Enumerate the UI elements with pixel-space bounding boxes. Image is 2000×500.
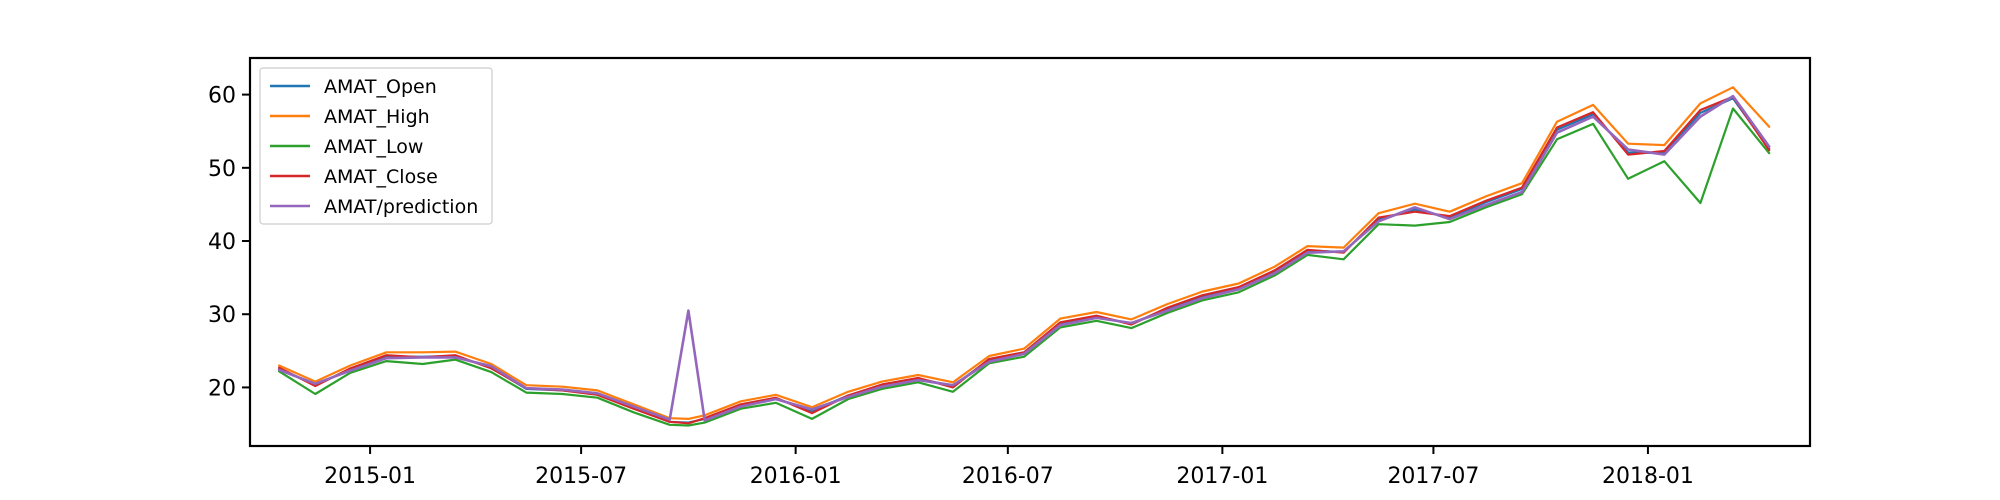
series-line-amat-high — [278, 86, 1771, 420]
x-tick-label: 2018-01 — [1602, 464, 1694, 489]
y-tick-label: 30 — [208, 303, 236, 328]
x-tick-label: 2015-01 — [324, 464, 416, 489]
x-axis: 2015-01 2015-07 2016-01 2016-07 2017-01 2017-… — [324, 446, 1694, 489]
y-tick-label: 40 — [208, 230, 236, 255]
x-tick-label: 2016-01 — [750, 464, 842, 489]
y-tick-label: 60 — [208, 84, 236, 109]
series-layer — [277, 86, 1771, 427]
legend-label: AMAT/prediction — [324, 196, 478, 218]
y-tick-label: 20 — [208, 376, 236, 401]
x-tick-label: 2017-01 — [1176, 464, 1268, 489]
legend-label: AMAT_High — [324, 106, 430, 128]
legend-label: AMAT_Low — [324, 136, 423, 158]
legend-label: AMAT_Close — [324, 166, 438, 188]
x-tick-label: 2016-07 — [962, 464, 1054, 489]
y-tick-label: 50 — [208, 157, 236, 182]
series-line-amat-prediction — [277, 94, 1771, 422]
legend-box — [259, 67, 493, 225]
x-tick-label: 2015-07 — [535, 464, 627, 489]
series-line-amat-low — [278, 107, 1771, 427]
plot-frame — [248, 56, 1812, 448]
x-tick-label: 2017-07 — [1387, 464, 1479, 489]
y-axis: 20 30 40 50 60 — [208, 84, 250, 401]
legend-label: AMAT_Open — [324, 76, 437, 98]
legend: AMAT_Open AMAT_High AMAT_Low AMAT_Close AMAT… — [259, 67, 493, 225]
